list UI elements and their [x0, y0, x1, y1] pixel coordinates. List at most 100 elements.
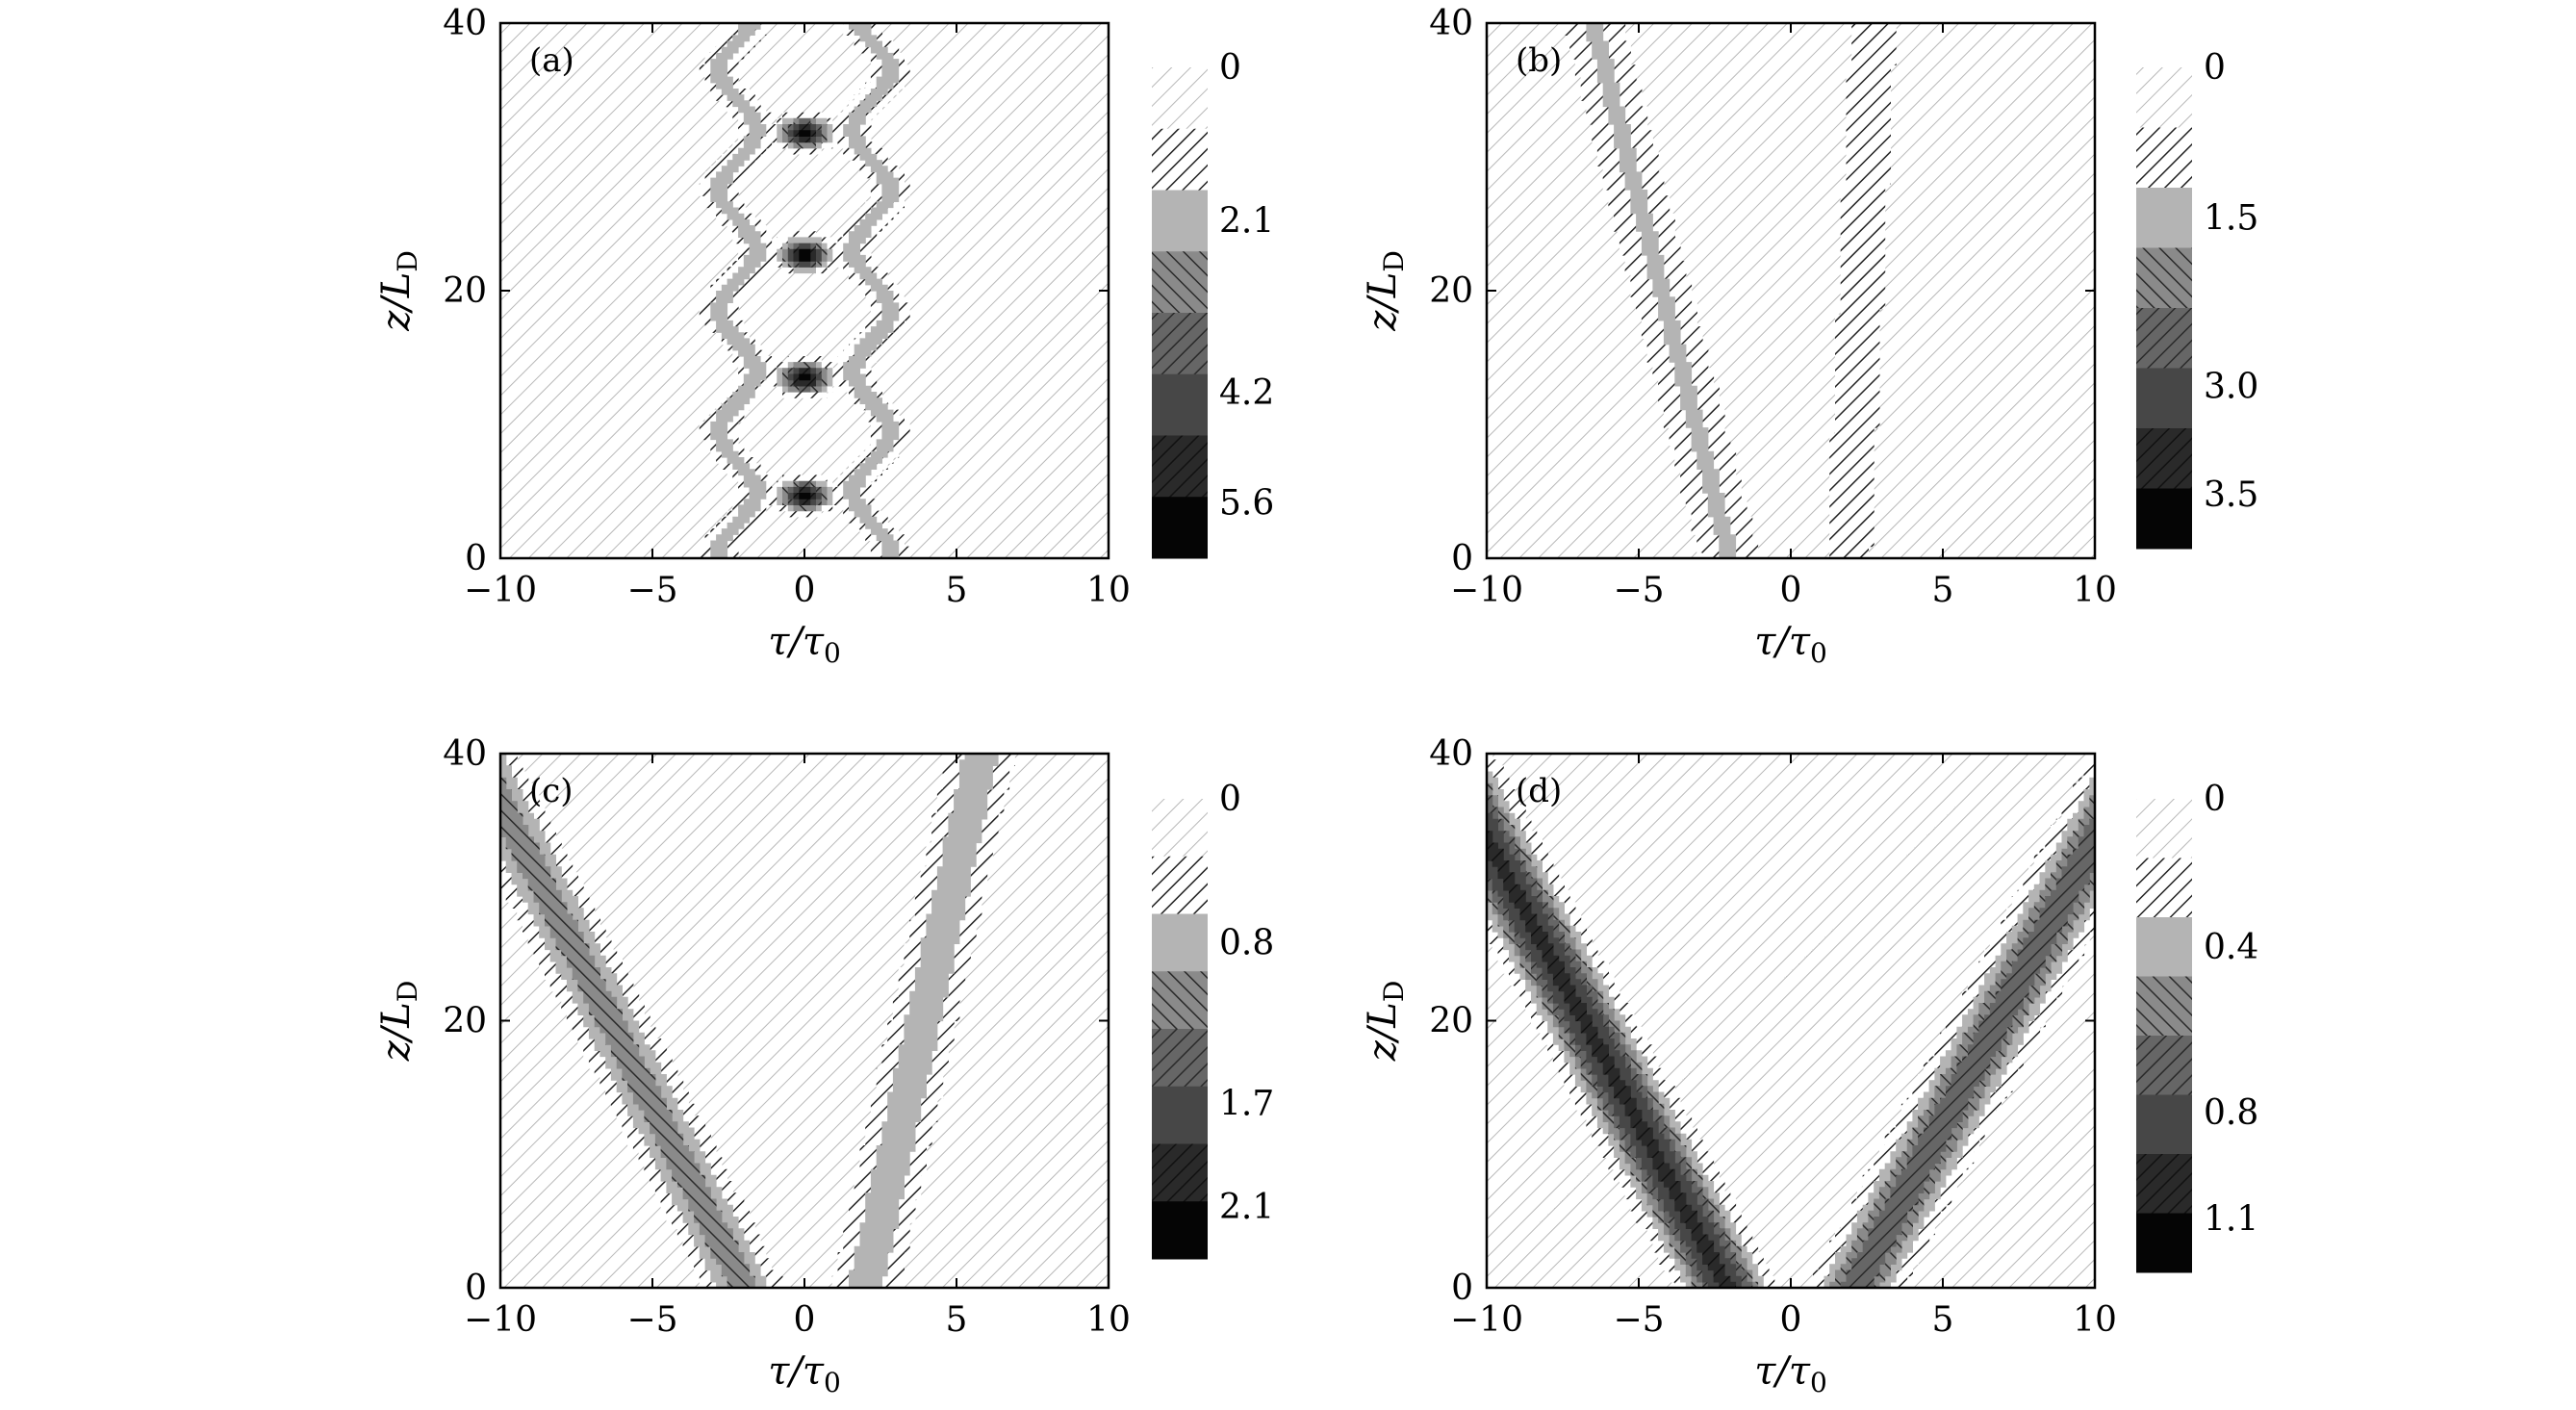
x-tick-label: 0 [1780, 571, 1802, 610]
x-tick-label: 0 [1780, 1300, 1802, 1340]
y-tick-label: 20 [1429, 1002, 1473, 1041]
colorbar-swatch [1152, 313, 1208, 375]
contour-field [500, 754, 1109, 1288]
colorbar-swatch [1152, 497, 1208, 559]
x-tick-label: 10 [2073, 1300, 2117, 1340]
colorbar-swatch [1152, 799, 1208, 858]
x-tick-label: −5 [626, 1300, 677, 1340]
y-axis-label: z/LD [374, 250, 423, 332]
colorbar: 0 0.4 0.8 1.1 [2136, 780, 2258, 1273]
colorbar-label: 2.1 [1219, 1188, 1274, 1227]
colorbar-label: 0.8 [1219, 923, 1274, 962]
y-axis-label: z/LD [1361, 981, 1410, 1063]
colorbar-swatch [2136, 308, 2192, 369]
y-tick-label: 40 [443, 734, 487, 774]
contour-level-2 [710, 23, 900, 558]
panel-tag: (c) [529, 772, 574, 810]
colorbar-swatch [1152, 435, 1208, 498]
colorbar-swatch [1152, 67, 1208, 130]
colorbar-label: 1.1 [2204, 1200, 2258, 1240]
colorbar-swatch [1152, 1086, 1208, 1144]
colorbar: 0 2.1 4.2 5.6 [1152, 48, 1274, 559]
panel-tag: (b) [1516, 41, 1562, 80]
y-tick-label: 20 [443, 271, 487, 311]
colorbar-label: 5.6 [1219, 484, 1274, 524]
colorbar-swatch [1152, 1143, 1208, 1202]
y-axis-label: z/LD [1361, 250, 1410, 332]
contour-background [500, 23, 1109, 558]
x-tick-label: −5 [1613, 1300, 1664, 1340]
colorbar-swatch [1152, 251, 1208, 314]
colorbar-label: 0 [1219, 48, 1241, 88]
y-tick-label: 0 [465, 539, 487, 578]
colorbar-swatch [2136, 1094, 2192, 1155]
contour-level-1 [699, 23, 910, 558]
colorbar-swatch [2136, 247, 2192, 309]
y-tick-label: 20 [1429, 271, 1473, 311]
contour-level-3 [500, 777, 755, 1288]
colorbar-swatch [2136, 976, 2192, 1037]
x-tick-label: −10 [464, 571, 537, 610]
colorbar-swatch [2136, 488, 2192, 550]
colorbar-label: 3.0 [2204, 367, 2258, 406]
contour-field [1487, 23, 2095, 558]
y-tick-label: 0 [1451, 1269, 1473, 1308]
x-tick-label: 5 [946, 571, 968, 610]
colorbar-label: 0 [1219, 780, 1241, 819]
x-tick-label: 10 [2073, 571, 2117, 610]
colorbar: 0 0.8 1.7 2.1 [1152, 780, 1274, 1260]
y-tick-label: 40 [443, 4, 487, 43]
colorbar-swatch [2136, 368, 2192, 429]
colorbar-swatch [1152, 190, 1208, 252]
contour-level-5 [1487, 812, 1742, 1288]
y-axis-label: z/LD [374, 981, 423, 1063]
colorbar-swatch [2136, 188, 2192, 248]
colorbar-swatch [2136, 428, 2192, 489]
colorbar-label: 3.5 [2204, 475, 2258, 515]
colorbar-label: 0 [2204, 780, 2226, 819]
x-tick-label: 0 [794, 571, 816, 610]
colorbar-swatch [2136, 1154, 2192, 1214]
panel-tag: (a) [529, 41, 574, 80]
x-tick-label: 10 [1086, 1300, 1131, 1340]
contour-field [500, 23, 1109, 558]
colorbar-swatch [2136, 858, 2192, 918]
colorbar-label: 0.8 [2204, 1093, 2258, 1133]
chart-panel-a: −10 −5 0 5 10 0 20 40 (a) τ/τ0 z/LD [374, 4, 1131, 669]
x-tick-label: 5 [1932, 571, 1954, 610]
y-tick-label: 40 [1429, 4, 1473, 43]
panel-tag: (d) [1516, 772, 1562, 810]
x-tick-label: −5 [1613, 571, 1664, 610]
contour-level-4 [1487, 795, 2095, 1288]
colorbar-label: 0 [2204, 48, 2226, 88]
contour-level-2 [1586, 23, 1737, 558]
colorbar-swatch [2136, 917, 2192, 977]
colorbar: 0 1.5 3.0 3.5 [2136, 48, 2258, 550]
x-tick-label: 5 [946, 1300, 968, 1340]
y-tick-label: 0 [465, 1269, 487, 1308]
x-tick-label: −10 [1450, 1300, 1523, 1340]
x-tick-label: −10 [1450, 571, 1523, 610]
contour-background [1487, 23, 2095, 558]
colorbar-swatch [2136, 1213, 2192, 1273]
x-tick-label: −5 [626, 571, 677, 610]
colorbar-label: 2.1 [1219, 201, 1274, 241]
x-axis-label: τ/τ0 [768, 620, 841, 669]
contour-field [1487, 754, 2095, 1288]
colorbar-label: 4.2 [1219, 373, 1274, 413]
x-axis-label: τ/τ0 [1754, 1349, 1827, 1398]
x-tick-label: 0 [794, 1300, 816, 1340]
y-tick-label: 20 [443, 1002, 487, 1041]
colorbar-swatch [2136, 799, 2192, 859]
colorbar-swatch [1152, 971, 1208, 1030]
colorbar-swatch [1152, 128, 1208, 191]
colorbar-label: 1.5 [2204, 198, 2258, 238]
colorbar-swatch [2136, 1036, 2192, 1095]
x-tick-label: −10 [464, 1300, 537, 1340]
y-tick-label: 0 [1451, 539, 1473, 578]
colorbar-swatch [1152, 856, 1208, 914]
x-axis-label: τ/τ0 [1754, 620, 1827, 669]
colorbar-swatch [1152, 913, 1208, 972]
x-tick-label: 5 [1932, 1300, 1954, 1340]
